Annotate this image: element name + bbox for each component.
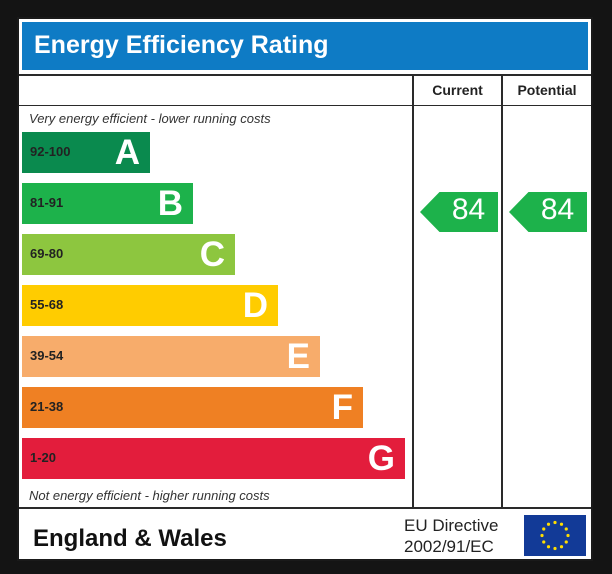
eu-star <box>542 527 546 531</box>
region-label: England & Wales <box>33 525 227 552</box>
band-letter: A <box>114 133 140 172</box>
eu-star <box>540 533 544 538</box>
band-range-label: 55-68 <box>30 297 64 312</box>
band-letter: D <box>242 286 268 325</box>
band-g: 1-20 G <box>22 438 405 479</box>
eu-directive-label: EU Directive <box>404 516 499 535</box>
eu-flag-icon <box>524 515 586 556</box>
potential-column-divider <box>501 74 503 508</box>
current-rating-value: 84 <box>451 193 486 226</box>
band-b: 81-91 B <box>22 183 193 224</box>
title-bar: Energy Efficiency Rating <box>22 22 588 70</box>
energy-rating-card: Energy Efficiency Rating Current Potenti… <box>17 17 593 561</box>
band-a: 92-100 A <box>22 132 150 173</box>
eu-star <box>564 540 568 544</box>
top-note: Very energy efficient - lower running co… <box>29 111 271 126</box>
eu-flag-stars <box>540 520 570 551</box>
eu-star <box>564 527 568 531</box>
band-c: 69-80 C <box>22 234 235 275</box>
band-d: 55-68 D <box>22 285 278 326</box>
eu-star <box>566 533 570 538</box>
eu-star <box>546 545 551 549</box>
footer-top-line <box>19 507 591 509</box>
band-letter: G <box>367 439 395 478</box>
band-range-label: 81-91 <box>30 195 64 210</box>
potential-rating-arrow: 84 <box>509 192 587 232</box>
eu-star <box>559 522 564 526</box>
eu-star <box>553 520 557 525</box>
band-range-label: 1-20 <box>30 450 57 465</box>
band-letter: B <box>157 184 183 223</box>
header-bottom-line <box>19 105 591 106</box>
band-e: 39-54 E <box>22 336 320 377</box>
potential-column-header: Potential <box>517 82 577 98</box>
band-range-label: 69-80 <box>30 246 64 261</box>
current-column-divider <box>412 74 414 508</box>
band-f: 21-38 F <box>22 387 363 428</box>
potential-rating-value: 84 <box>540 193 575 226</box>
current-rating-arrow: 84 <box>420 192 498 232</box>
band-range-label: 92-100 <box>30 144 71 159</box>
band-letter: E <box>286 337 310 376</box>
band-letter: F <box>331 388 353 427</box>
eu-star <box>542 540 546 544</box>
band-letter: C <box>199 235 225 274</box>
eu-star <box>559 545 564 549</box>
bottom-note: Not energy efficient - higher running co… <box>29 488 270 503</box>
eu-star <box>553 546 557 551</box>
current-column-header: Current <box>432 82 483 98</box>
eu-star <box>546 522 551 526</box>
band-range-label: 21-38 <box>30 399 64 414</box>
chart-title: Energy Efficiency Rating <box>34 31 329 59</box>
band-range-label: 39-54 <box>30 348 64 363</box>
header-top-line <box>19 74 591 76</box>
eu-directive-number: 2002/91/EC <box>404 537 494 556</box>
